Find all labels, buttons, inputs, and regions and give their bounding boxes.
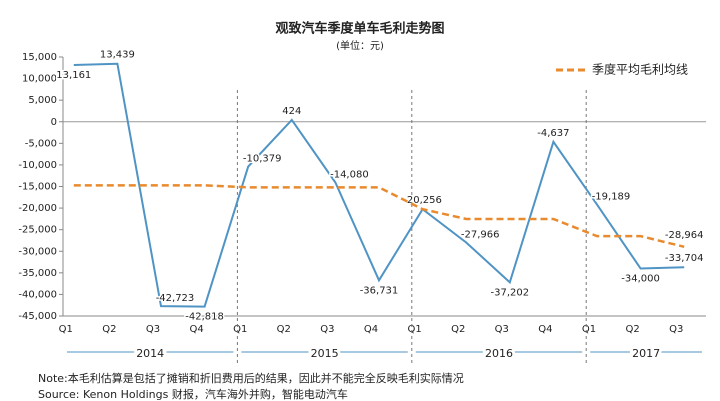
y-tick-label: -45,000 [18, 311, 57, 322]
x-tick-label: Q1 [233, 324, 247, 335]
group-label: 2017 [632, 347, 660, 360]
chart-subtitle: (单位：元) [336, 39, 384, 52]
series-line [73, 62, 685, 308]
chart-title: 观致汽车季度单车毛利走势图 [275, 21, 444, 37]
data-label: -14,080 [330, 170, 369, 181]
x-tick-label: Q3 [669, 324, 683, 335]
data-label: -10,379 [243, 154, 282, 165]
y-tick-label: -5,000 [25, 138, 57, 149]
group-label: 2015 [311, 347, 339, 360]
data-label: 13,161 [56, 70, 91, 81]
y-tick-label: -40,000 [18, 289, 57, 300]
x-tick-label: Q2 [625, 324, 639, 335]
y-tick-label: 10,000 [22, 74, 57, 85]
y-tick-label: -20,000 [18, 203, 57, 214]
y-tick-label: -30,000 [18, 246, 57, 257]
data-label: -42,818 [185, 312, 224, 323]
legend-label: 季度平均毛利均线 [592, 62, 688, 77]
x-tick-label: Q3 [320, 324, 334, 335]
x-tick-label: Q2 [277, 324, 291, 335]
x-tick-label: Q2 [102, 324, 116, 335]
y-tick-label: 0 [51, 117, 57, 128]
x-tick-label: Q2 [451, 324, 465, 335]
data-label: -33,704 [665, 253, 704, 264]
series-line [73, 184, 685, 248]
data-label: -37,202 [490, 287, 529, 298]
data-label: -4,637 [537, 128, 569, 139]
group-label: 2014 [136, 347, 164, 360]
note: Note:本毛利估算是包括了摊销和折旧费用后的结果，因此并不能完全反映毛利实际情… [38, 371, 464, 385]
x-tick-label: Q4 [364, 324, 378, 335]
data-label: -19,189 [592, 192, 631, 203]
group-label: 2016 [485, 347, 513, 360]
data-label: -20,256 [403, 195, 442, 206]
y-tick-label: 15,000 [22, 52, 57, 63]
data-label: 13,439 [100, 50, 135, 61]
y-tick-label: 5,000 [28, 95, 57, 106]
y-tick-label: -15,000 [18, 182, 57, 193]
data-label: -34,000 [621, 274, 660, 285]
x-tick-label: Q3 [146, 324, 160, 335]
y-tick-label: -35,000 [18, 268, 57, 279]
data-label: 424 [282, 106, 301, 117]
data-label: -28,964 [665, 230, 704, 241]
y-tick-label: -25,000 [18, 225, 57, 236]
x-tick-label: Q1 [582, 324, 596, 335]
y-tick-label: -10,000 [18, 160, 57, 171]
source: Source: Kenon Holdings 财报，汽车海外并购，智能电动汽车 [38, 387, 348, 401]
x-tick-label: Q4 [538, 324, 552, 335]
data-label: -27,966 [461, 229, 500, 240]
x-tick-label: Q4 [189, 324, 203, 335]
data-label: -42,723 [156, 293, 195, 304]
x-tick-label: Q1 [407, 324, 421, 335]
x-tick-label: Q3 [495, 324, 509, 335]
x-tick-label: Q1 [59, 324, 73, 335]
data-label: -36,731 [360, 285, 399, 296]
